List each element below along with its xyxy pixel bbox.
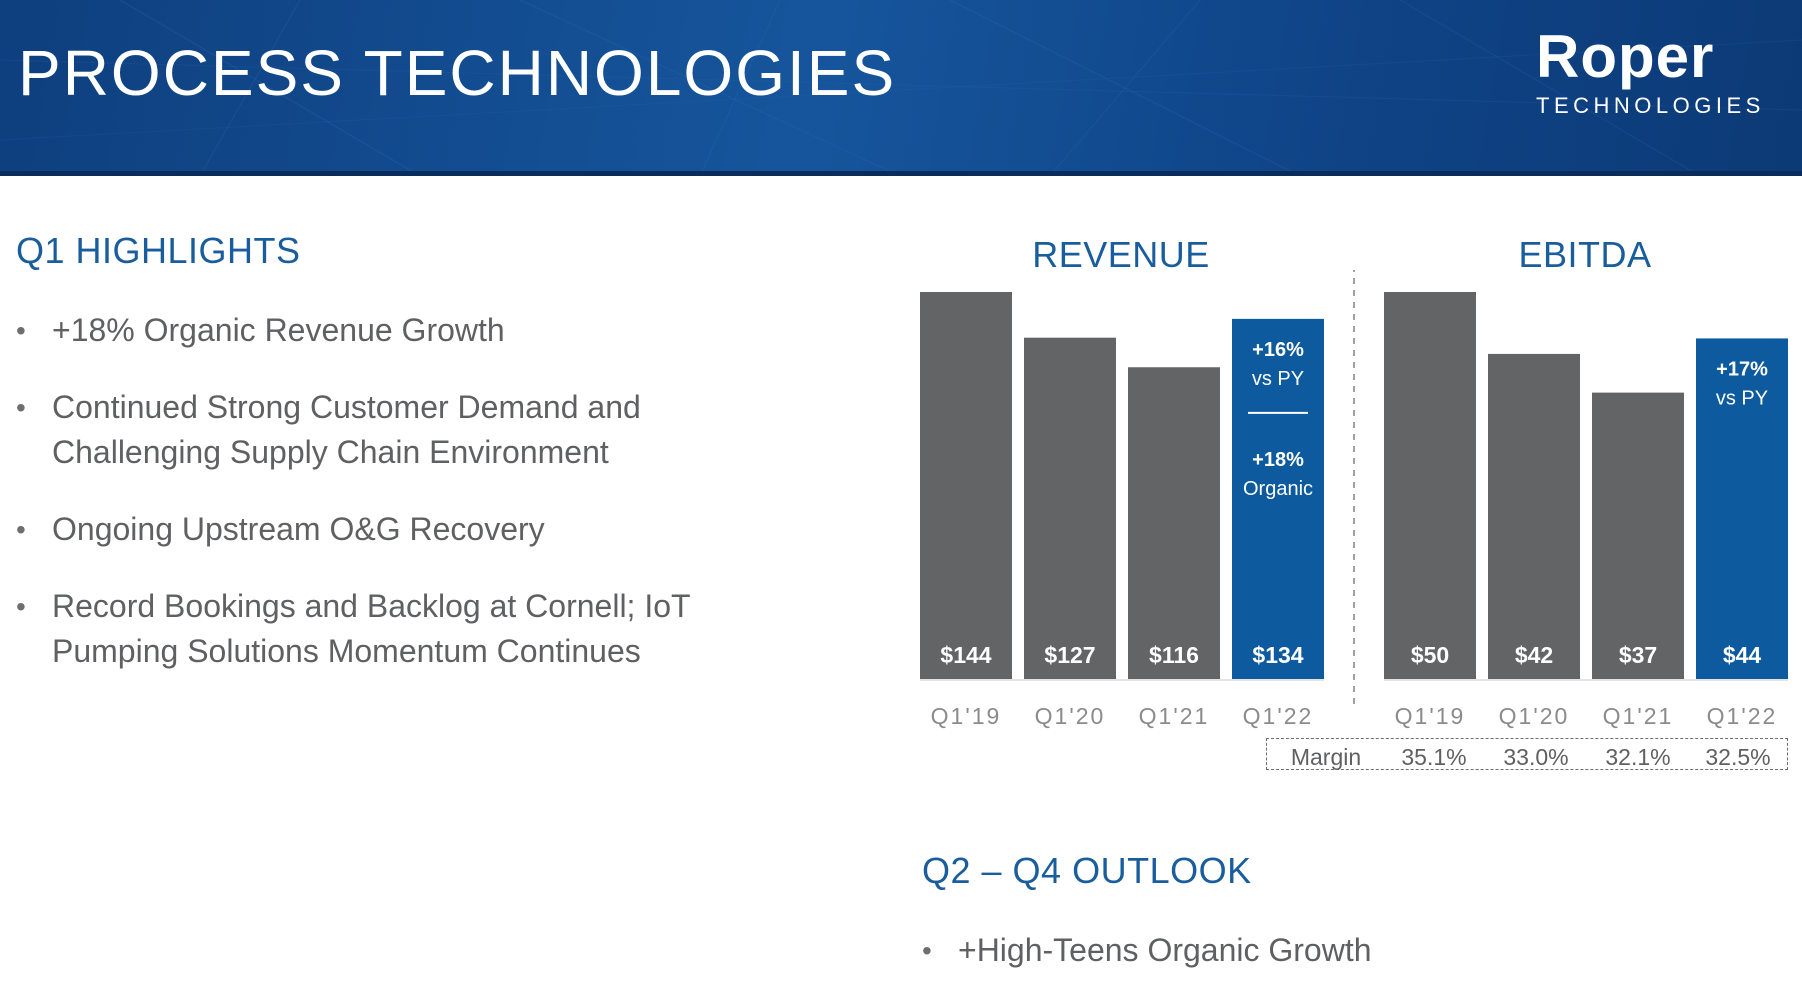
highlight-item-line: Continued Strong Customer Demand and (52, 389, 641, 425)
outlook-title: Q2 – Q4 OUTLOOK (922, 850, 1252, 891)
ebitda-bar (1488, 353, 1580, 679)
revenue-bar-value-label: $127 (1044, 642, 1095, 668)
revenue-bar-value-label: $116 (1149, 642, 1199, 668)
page-title: PROCESS TECHNOLOGIES (18, 37, 897, 109)
revenue-bar (1128, 367, 1220, 679)
revenue-category-label: Q1'20 (1035, 703, 1106, 729)
highlight-item: Ongoing Upstream O&G Recovery (16, 507, 816, 552)
margin-value: 35.1% (1401, 744, 1467, 770)
revenue-bar (1024, 337, 1116, 679)
highlight-item-line: Pumping Solutions Momentum Continues (52, 633, 641, 669)
ebitda-bar (1384, 292, 1476, 679)
revenue-bar-value-label: $144 (940, 642, 991, 668)
highlights-list: +18% Organic Revenue Growth Continued St… (16, 308, 816, 706)
margin-box (1266, 738, 1788, 770)
ebitda-category-label: Q1'20 (1499, 703, 1570, 729)
ebitda-bar-annotation: vs PY (1716, 387, 1768, 409)
margin-label: Margin (1290, 744, 1362, 770)
ebitda-category-label: Q1'21 (1603, 703, 1674, 729)
ebitda-bar (1696, 338, 1788, 679)
ebitda-bar-value-label: $50 (1411, 642, 1449, 668)
highlight-item: Continued Strong Customer Demand and Cha… (16, 385, 816, 475)
highlight-item-line: Challenging Supply Chain Environment (52, 434, 609, 470)
ebitda-category-label: Q1'22 (1707, 703, 1778, 729)
ebitda-bar-value-label: $44 (1723, 642, 1762, 668)
revenue-bar (1232, 318, 1324, 679)
header-pattern (0, 0, 1802, 176)
logo-subtitle: TECHNOLOGIES (1536, 93, 1765, 118)
revenue-category-label: Q1'21 (1139, 703, 1210, 729)
bar-charts: $144 Q1'19 $127 Q1'20 $116 Q1'21 $134 Q1'22 +16%… (920, 270, 1788, 729)
ebitda-chart-title: EBITDA (1518, 234, 1652, 275)
roper-logo: Roper TECHNOLOGIES (1536, 23, 1765, 120)
outlook-list: +High-Teens Organic Growth (922, 928, 1782, 1005)
outlook-item: +High-Teens Organic Growth (922, 928, 1782, 973)
header-banner: PROCESS TECHNOLOGIES Roper TECHNOLOGIES (0, 0, 1802, 176)
revenue-bar-annotation: Organic (1243, 478, 1313, 500)
ebitda-category-label: Q1'19 (1395, 703, 1466, 729)
revenue-bar-annotation: +16% (1252, 339, 1304, 361)
ebitda-bar-annotation: +17% (1716, 358, 1768, 380)
logo-wordmark: Roper (1536, 23, 1715, 90)
highlights-title: Q1 HIGHLIGHTS (16, 230, 301, 271)
margin-value: 32.1% (1605, 744, 1671, 770)
margin-value: 32.5% (1705, 744, 1771, 770)
highlight-item-line: Record Bookings and Backlog at Cornell; … (52, 588, 691, 624)
highlight-item: Record Bookings and Backlog at Cornell; … (16, 584, 816, 674)
revenue-category-label: Q1'19 (931, 703, 1002, 729)
highlight-item-line: Ongoing Upstream O&G Recovery (52, 511, 545, 547)
revenue-bar-annotation: +18% (1252, 449, 1304, 471)
revenue-chart-title: REVENUE (1032, 234, 1210, 275)
revenue-bar-value-label: $134 (1252, 642, 1303, 668)
revenue-bar-annotation: vs PY (1252, 368, 1304, 390)
revenue-bar (920, 292, 1012, 679)
margin-value: 33.0% (1503, 744, 1569, 770)
highlight-item-line: +18% Organic Revenue Growth (52, 312, 505, 348)
highlight-item: +18% Organic Revenue Growth (16, 308, 816, 353)
revenue-category-label: Q1'22 (1243, 703, 1314, 729)
outlook-item-text: +High-Teens Organic Growth (958, 932, 1372, 968)
ebitda-bar (1592, 392, 1684, 679)
ebitda-bar-value-label: $42 (1515, 642, 1553, 668)
ebitda-bar-value-label: $37 (1619, 642, 1657, 668)
